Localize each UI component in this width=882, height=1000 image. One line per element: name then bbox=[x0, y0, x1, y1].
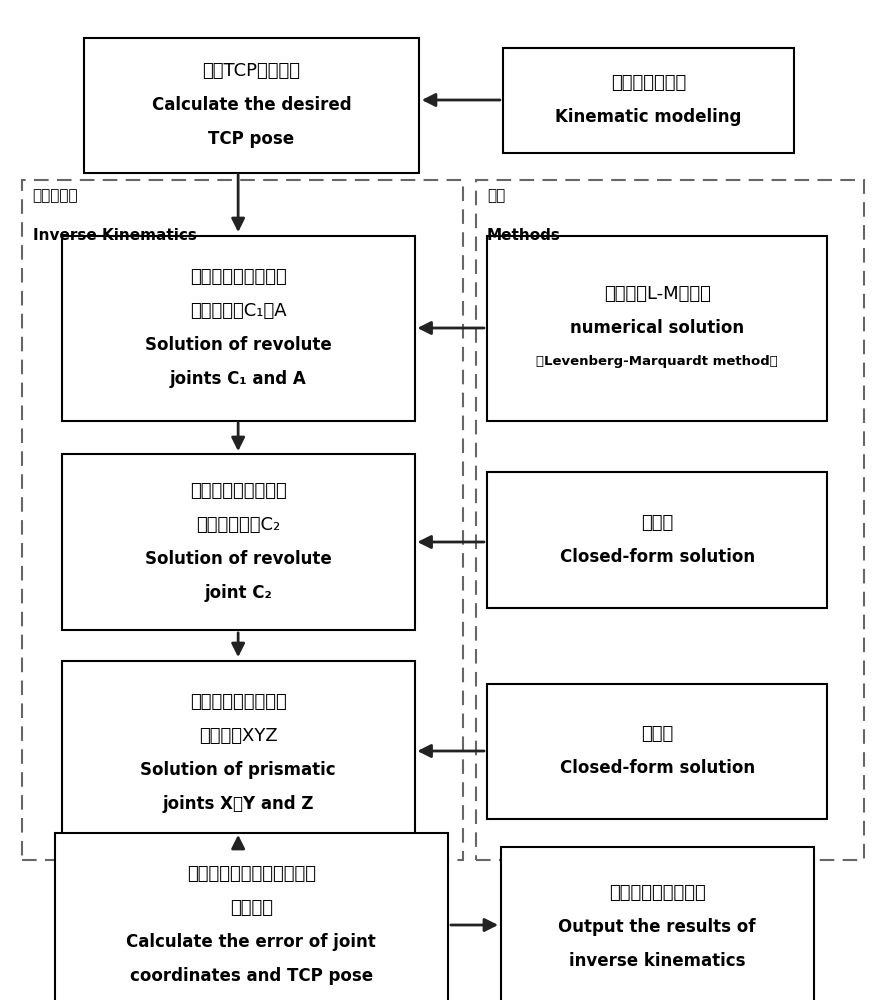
Text: Closed-form solution: Closed-form solution bbox=[559, 759, 755, 777]
Text: joints X、Y and Z: joints X、Y and Z bbox=[162, 795, 314, 813]
Text: Calculate the error of joint: Calculate the error of joint bbox=[126, 933, 377, 951]
Text: 机床TCP目标位姿: 机床TCP目标位姿 bbox=[202, 62, 301, 80]
Text: 求解控制椭圆窝长轴: 求解控制椭圆窝长轴 bbox=[190, 482, 287, 500]
Bar bbox=[487, 684, 827, 818]
Text: TCP pose: TCP pose bbox=[208, 130, 295, 148]
Bar bbox=[487, 235, 827, 420]
Text: Inverse Kinematics: Inverse Kinematics bbox=[33, 228, 197, 243]
Text: numerical solution: numerical solution bbox=[570, 319, 744, 337]
Text: 方法: 方法 bbox=[487, 188, 505, 203]
Text: inverse kinematics: inverse kinematics bbox=[569, 952, 745, 970]
Text: 【Levenberg-Marquardt method】: 【Levenberg-Marquardt method】 bbox=[536, 355, 778, 368]
Bar bbox=[55, 832, 447, 1000]
Text: 求解控制刀具轴线方: 求解控制刀具轴线方 bbox=[190, 268, 287, 286]
Bar bbox=[487, 473, 827, 607]
Text: 的平动量XYZ: 的平动量XYZ bbox=[198, 727, 278, 745]
Bar bbox=[501, 847, 813, 1000]
Text: 计算关节量误差和机床末端: 计算关节量误差和机床末端 bbox=[187, 865, 316, 883]
Bar bbox=[476, 180, 864, 860]
Bar bbox=[503, 47, 794, 152]
Text: 方向的转动量C₂: 方向的转动量C₂ bbox=[196, 516, 280, 534]
Text: 向的转动量C₁和A: 向的转动量C₁和A bbox=[190, 302, 287, 320]
Text: 求解与刀尖位置有关: 求解与刀尖位置有关 bbox=[190, 693, 287, 711]
Bar bbox=[84, 37, 419, 172]
Text: joints C₁ and A: joints C₁ and A bbox=[169, 370, 307, 388]
Text: 解析解: 解析解 bbox=[641, 725, 673, 743]
Bar bbox=[22, 180, 463, 860]
Text: 前向运动学建模: 前向运动学建模 bbox=[610, 74, 686, 92]
Text: coordinates and TCP pose: coordinates and TCP pose bbox=[130, 967, 373, 985]
Bar bbox=[62, 235, 415, 420]
Text: Output the results of: Output the results of bbox=[558, 918, 756, 936]
Text: Solution of revolute: Solution of revolute bbox=[145, 336, 332, 354]
Text: Methods: Methods bbox=[487, 228, 561, 243]
Bar bbox=[62, 660, 415, 846]
Text: 数值解（L-M算法）: 数值解（L-M算法） bbox=[603, 285, 711, 303]
Text: joint C₂: joint C₂ bbox=[205, 584, 272, 602]
Text: Solution of prismatic: Solution of prismatic bbox=[140, 761, 336, 779]
Text: Calculate the desired: Calculate the desired bbox=[152, 96, 351, 114]
Text: 运动学反解: 运动学反解 bbox=[33, 188, 78, 203]
Text: 解析解: 解析解 bbox=[641, 514, 673, 532]
Text: Kinematic modeling: Kinematic modeling bbox=[555, 108, 742, 126]
Text: Closed-form solution: Closed-form solution bbox=[559, 548, 755, 566]
Text: 位姿误差: 位姿误差 bbox=[230, 899, 273, 917]
Bar bbox=[62, 454, 415, 630]
Text: Solution of revolute: Solution of revolute bbox=[145, 550, 332, 568]
Text: 输出各运动学反解值: 输出各运动学反解值 bbox=[609, 884, 706, 902]
